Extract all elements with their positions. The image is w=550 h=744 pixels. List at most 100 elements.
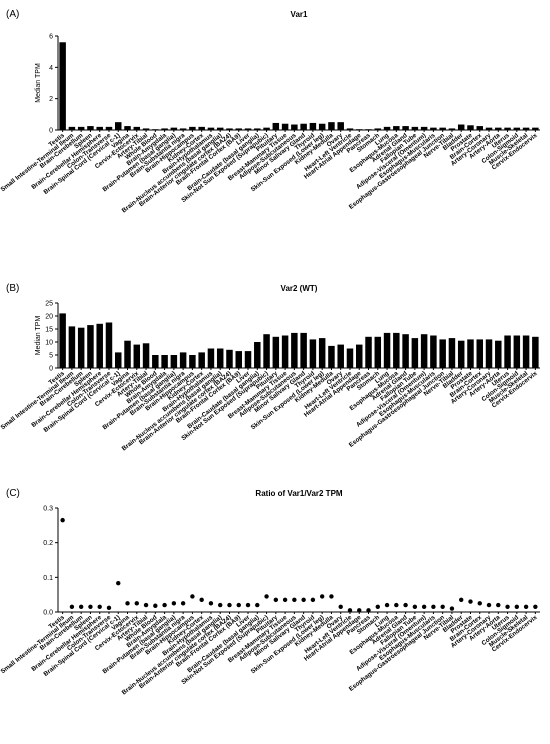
- bar: [522, 127, 530, 130]
- dot: [255, 602, 260, 608]
- bar: [513, 127, 521, 130]
- chart-title: Ratio of Var1/Var2 TPM: [255, 489, 342, 498]
- bar: [254, 128, 261, 130]
- bar: [374, 128, 382, 130]
- dot: [97, 604, 102, 609]
- dot: [338, 604, 343, 609]
- dot: [486, 602, 492, 608]
- dot: [69, 604, 75, 609]
- dot: [301, 597, 306, 603]
- dot: [171, 601, 177, 606]
- bar: [504, 335, 511, 368]
- panel-label: (B): [6, 283, 19, 294]
- bar: [318, 123, 326, 130]
- bar: [318, 338, 326, 368]
- bar: [467, 339, 474, 368]
- dot: [227, 602, 232, 608]
- bar: [254, 342, 261, 368]
- bar: [309, 122, 317, 130]
- bar: [115, 352, 122, 368]
- bar: [59, 313, 66, 368]
- bar: [356, 129, 363, 130]
- bar: [281, 335, 289, 368]
- bar: [207, 348, 215, 368]
- bar: [485, 127, 493, 130]
- bar: [365, 129, 372, 130]
- bar: [216, 127, 224, 130]
- bar: [532, 336, 539, 368]
- dot: [347, 608, 353, 613]
- bar: [105, 126, 113, 130]
- bar: [179, 352, 187, 368]
- dot: [514, 604, 520, 609]
- bar: [124, 340, 131, 368]
- bar: [383, 126, 391, 130]
- chart-title: Var1: [291, 10, 308, 19]
- bar: [216, 348, 224, 368]
- dot: [199, 597, 204, 603]
- bar: [439, 127, 446, 130]
- bar: [96, 323, 103, 368]
- dot: [153, 603, 158, 608]
- bar: [281, 123, 289, 130]
- bar: [430, 127, 437, 130]
- dot: [468, 599, 473, 604]
- dot: [134, 601, 139, 606]
- bar: [393, 126, 400, 130]
- dot: [282, 597, 288, 603]
- bar: [309, 339, 317, 368]
- bar: [430, 335, 437, 368]
- bar: [152, 355, 159, 368]
- bar: [457, 340, 465, 368]
- bar: [328, 122, 335, 130]
- dot: [245, 602, 251, 608]
- dot: [477, 601, 482, 606]
- bar: [300, 123, 307, 130]
- dot: [449, 606, 455, 611]
- bar: [485, 339, 493, 368]
- bar: [96, 126, 103, 130]
- dot: [523, 604, 529, 609]
- bar: [87, 126, 94, 130]
- dot: [357, 608, 362, 613]
- bar: [244, 351, 252, 368]
- y-axis-label: Median TPM: [35, 316, 42, 356]
- bar: [383, 332, 391, 368]
- bar: [142, 128, 150, 130]
- bar: [402, 334, 409, 368]
- bar: [411, 126, 419, 130]
- y-axis-label: Median TPM: [35, 63, 42, 103]
- bar: [328, 345, 335, 368]
- bar: [504, 127, 511, 130]
- bar: [272, 336, 280, 368]
- dot: [431, 604, 436, 609]
- bar: [402, 126, 409, 130]
- bar: [77, 126, 85, 130]
- bar: [152, 129, 159, 130]
- bar: [87, 325, 94, 368]
- bar: [179, 128, 187, 130]
- bar: [448, 128, 456, 130]
- bar: [513, 335, 521, 368]
- bar: [226, 349, 233, 368]
- bar: [300, 332, 307, 368]
- bar: [244, 128, 252, 130]
- bar: [411, 338, 419, 368]
- dot: [421, 604, 427, 609]
- dot: [412, 604, 418, 609]
- dot: [125, 601, 130, 606]
- bar: [420, 334, 428, 368]
- bar: [346, 128, 354, 130]
- bar: [105, 322, 113, 368]
- y-tick-label: 0.0: [43, 610, 53, 617]
- dot: [384, 602, 390, 608]
- bar: [272, 122, 280, 130]
- bar: [532, 127, 539, 130]
- bar: [263, 334, 270, 368]
- bar: [346, 348, 354, 368]
- dot: [310, 597, 316, 603]
- y-tick-label: 5: [49, 353, 53, 360]
- bar: [77, 327, 85, 368]
- y-tick-label: 20: [45, 314, 53, 321]
- bar: [189, 355, 196, 368]
